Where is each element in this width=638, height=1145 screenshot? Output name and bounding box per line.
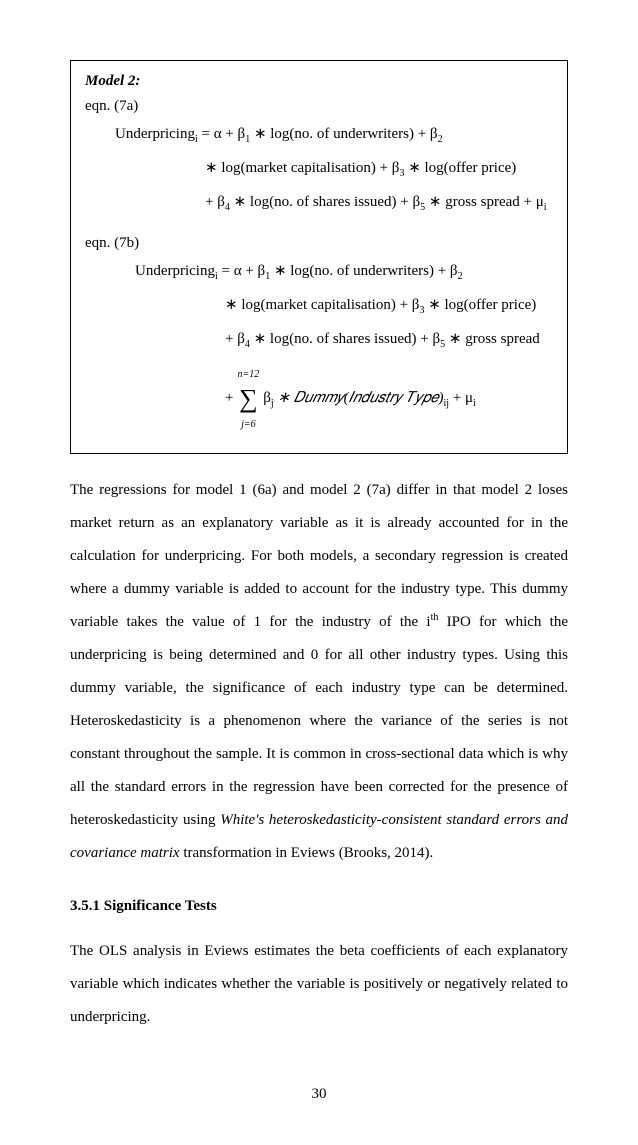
eq-text: ∗ log(no. of underwriters) + β [250,126,437,142]
eqn-7a-label: eqn. (7a) [85,96,553,117]
eq-sub: 2 [438,134,443,145]
page-number: 30 [70,1084,568,1105]
eqn-7b-label: eqn. (7b) [85,233,553,254]
eq-text: ∗ 𝐷𝑢𝑚𝑚𝑦(𝐼𝑛𝑑𝑢𝑠𝑡𝑟𝑦 𝑇𝑦𝑝𝑒) [274,390,444,406]
eq-text: = α + β [218,263,265,279]
eq-sub: 2 [458,271,463,282]
equation-7a-cont1: ∗ log(market capitalisation) + β3 ∗ log(… [205,155,553,183]
equation-7a-cont2: + β4 ∗ log(no. of shares issued) + β5 ∗ … [205,189,553,217]
model-box: Model 2: eqn. (7a) Underpricingi = α + β… [70,60,568,454]
eq-text: ∗ log(offer price) [424,297,536,313]
eq-text: ∗ log(no. of shares issued) + β [230,194,420,210]
eq-sub: i [544,202,547,213]
section-heading: 3.5.1 Significance Tests [70,896,568,917]
para-text: transformation in Eviews (Brooks, 2014). [180,845,434,861]
para-text: The regressions for model 1 (6a) and mod… [70,482,568,630]
eq-text: ∗ log(market capitalisation) + β [205,160,399,176]
eq-text: + β [225,331,245,347]
paragraph-1: The regressions for model 1 (6a) and mod… [70,474,568,870]
paragraph-2: The OLS analysis in Eviews estimates the… [70,935,568,1034]
eq-text: ∗ log(offer price) [404,160,516,176]
eq-text: ∗ log(no. of shares issued) + β [250,331,440,347]
eq-text: Underpricing [135,263,215,279]
equation-7b: Underpricingi = α + β1 ∗ log(no. of unde… [135,258,553,286]
eq-text: ∗ gross spread + μ [425,194,544,210]
eq-text: + μ [449,390,473,406]
eq-text: ∗ gross spread [445,331,540,347]
sigma-icon: ∑ [237,387,259,410]
equation-7b-cont3: + n=12 ∑ j=6 βj ∗ 𝐷𝑢𝑚𝑚𝑦(𝐼𝑛𝑑𝑢𝑠𝑡𝑟𝑦 𝑇𝑦𝑝𝑒)ij… [225,360,553,437]
equation-7b-cont2: + β4 ∗ log(no. of shares issued) + β5 ∗ … [225,326,553,354]
eq-sub: i [473,398,476,409]
eq-text: Underpricing [115,126,195,142]
eq-text: + β [205,194,225,210]
eq-text: ∗ log(market capitalisation) + β [225,297,419,313]
equation-7a: Underpricingi = α + β1 ∗ log(no. of unde… [115,121,553,149]
eq-text: = α + β [198,126,245,142]
sum-upper: n=12 [237,369,259,380]
eq-text: β [263,390,271,406]
para-text: IPO for which the underpricing is being … [70,614,568,828]
eq-text: ∗ log(no. of underwriters) + β [270,263,457,279]
sum-lower: j=6 [241,419,256,430]
summation-icon: n=12 ∑ j=6 [237,360,259,437]
equation-7b-cont1: ∗ log(market capitalisation) + β3 ∗ log(… [225,292,553,320]
eq-text: + [225,385,233,412]
model-title: Model 2: [85,71,553,92]
